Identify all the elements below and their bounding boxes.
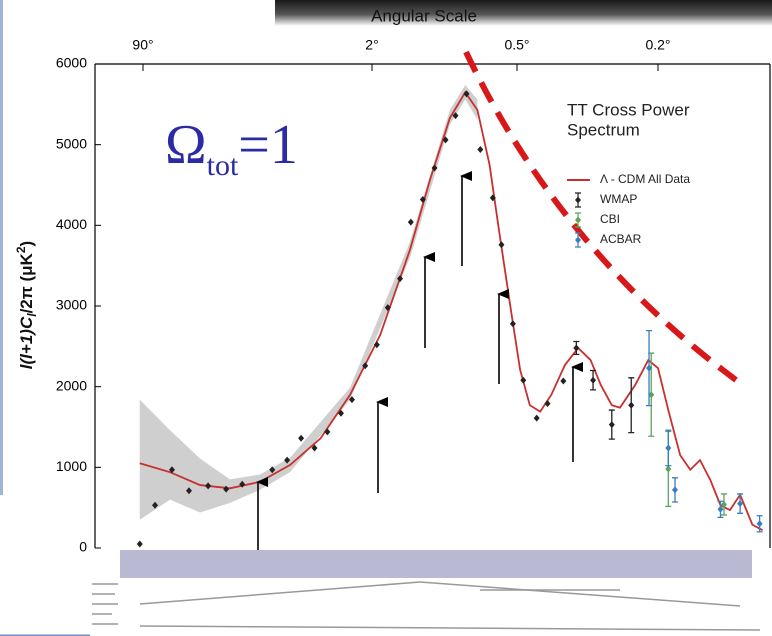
data-point xyxy=(431,164,438,172)
top-axis-label: Angular Scale xyxy=(371,6,477,25)
data-point xyxy=(362,362,369,370)
data-point xyxy=(671,486,678,494)
data-point xyxy=(373,341,380,349)
legend-item: WMAP xyxy=(575,192,637,208)
y-tick-label: 2000 xyxy=(56,377,87,393)
legend-item: Λ - CDM All Data xyxy=(567,172,690,186)
scan xyxy=(419,581,741,607)
data-point xyxy=(756,520,763,528)
data-point xyxy=(269,466,276,474)
data-point xyxy=(665,444,672,452)
y-tick-label: 3000 xyxy=(56,297,87,313)
data-point xyxy=(239,480,246,488)
legend-label: Λ - CDM All Data xyxy=(600,172,690,186)
chart-title: TT Cross Power xyxy=(567,100,690,119)
uncertainty-band xyxy=(139,84,478,520)
data-point xyxy=(298,434,305,442)
y-tick-label: 1000 xyxy=(56,458,87,474)
omega-subscript: tot xyxy=(207,149,239,182)
data-point xyxy=(737,500,744,508)
left-edge xyxy=(0,0,3,495)
ylabel-part: l xyxy=(25,313,39,317)
x-tick-label: 0.5° xyxy=(504,37,529,53)
data-point xyxy=(348,396,355,404)
y-tick-label: 0 xyxy=(79,539,87,555)
data-point xyxy=(185,487,192,495)
data-point xyxy=(311,444,318,452)
legend-label: ACBAR xyxy=(600,232,642,246)
data-point xyxy=(452,112,459,120)
y-axis-label: l(l+1)Cl/2π (μK2) xyxy=(14,241,39,369)
ylabel-part: ) xyxy=(17,241,36,247)
omega-annotation: Ωtot=1 xyxy=(165,114,298,182)
scan-lines xyxy=(92,581,761,631)
data-point xyxy=(463,90,470,98)
data-point xyxy=(324,428,331,436)
legend-label: CBI xyxy=(600,212,620,226)
data-point xyxy=(223,485,230,493)
y-tick-label: 4000 xyxy=(56,216,87,232)
data-point xyxy=(397,275,404,283)
data-point xyxy=(628,401,635,409)
sky-strip xyxy=(275,0,772,26)
data-point xyxy=(337,409,344,417)
x-tick-label: 90° xyxy=(132,37,153,53)
data-point xyxy=(168,466,175,474)
legend-label: WMAP xyxy=(600,192,637,206)
y-tick-label: 5000 xyxy=(56,135,87,151)
data-point xyxy=(407,218,414,226)
data-point xyxy=(533,414,540,422)
data-point xyxy=(205,482,212,490)
scan xyxy=(139,581,421,605)
data-point xyxy=(152,501,159,509)
data-point xyxy=(419,196,426,204)
legend-marker xyxy=(575,236,581,244)
chart-title: Spectrum xyxy=(567,120,640,139)
legend-item: CBI xyxy=(575,212,620,228)
data-point xyxy=(608,421,615,429)
data-point xyxy=(665,465,672,473)
data-point xyxy=(544,400,551,408)
data-point xyxy=(477,146,484,154)
scan xyxy=(139,625,761,631)
data-point xyxy=(442,136,449,144)
legend-item: ACBAR xyxy=(575,232,642,248)
data-point xyxy=(136,540,143,548)
data-point xyxy=(646,364,653,372)
data-point xyxy=(648,391,655,399)
x-tick-label: 2° xyxy=(365,37,378,53)
omega-rest: =1 xyxy=(238,114,298,176)
data-point xyxy=(560,377,567,385)
y-tick-label: 6000 xyxy=(56,55,87,71)
data-point xyxy=(498,241,505,249)
legend-marker xyxy=(575,196,581,204)
data-point xyxy=(573,344,580,352)
ylabel-part: 2 xyxy=(14,246,28,253)
data-point xyxy=(520,376,527,384)
data-point xyxy=(489,194,496,202)
legend-marker xyxy=(575,216,581,224)
omega-symbol: Ω xyxy=(165,114,207,176)
ylabel-part: l(l+1)C xyxy=(17,316,36,369)
x-tick-label: 0.2° xyxy=(645,37,670,53)
data-point xyxy=(384,304,391,312)
data-point xyxy=(590,376,597,384)
data-point xyxy=(284,456,291,464)
data-point xyxy=(509,320,516,328)
data-point xyxy=(720,500,727,508)
lower-band xyxy=(120,550,752,578)
ylabel-part: /2π (μK xyxy=(17,252,36,313)
plot-area xyxy=(136,84,764,548)
data-point xyxy=(717,505,724,513)
